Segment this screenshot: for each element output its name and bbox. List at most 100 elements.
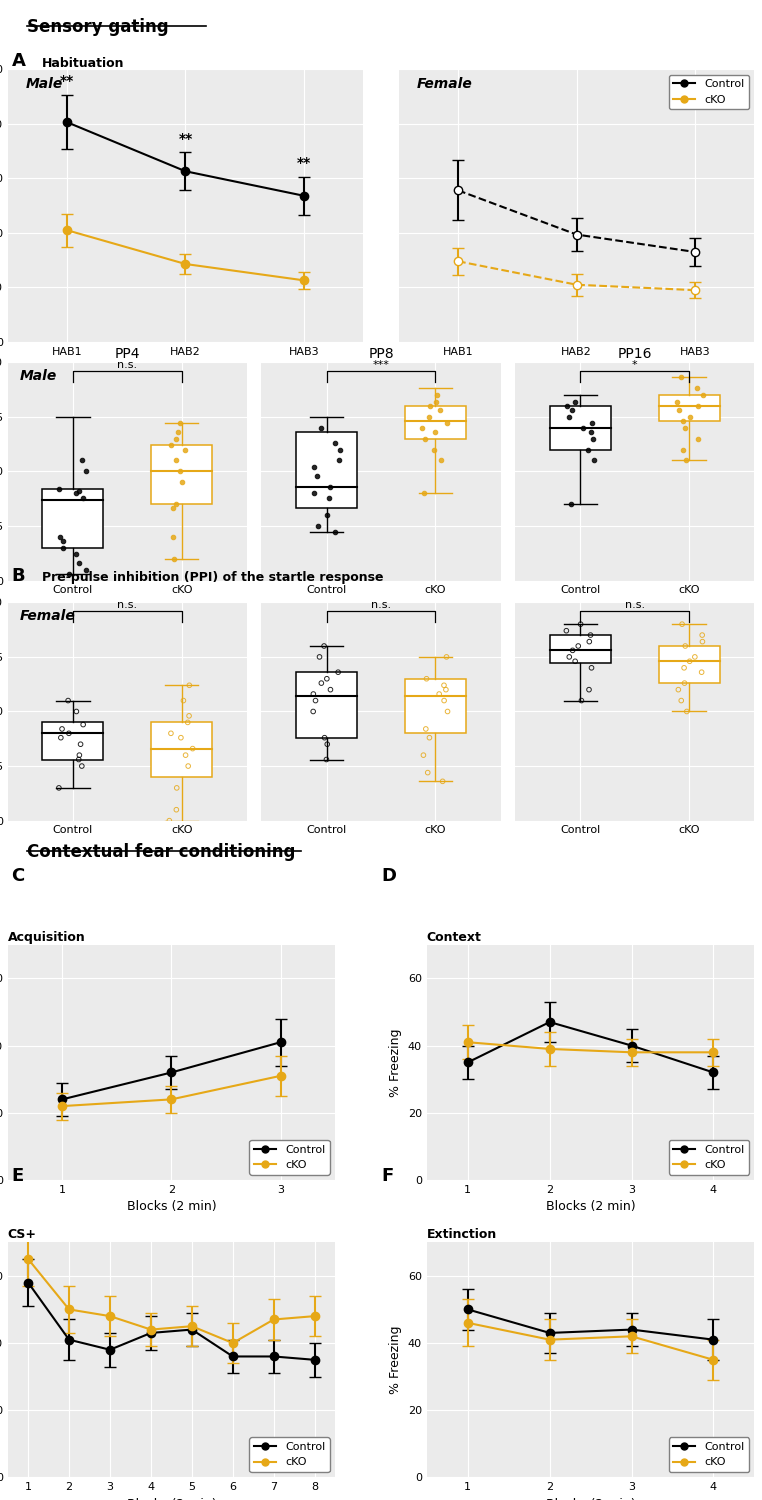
Point: [565, 398, 578, 422]
Point: [582, 438, 594, 462]
Point: [565, 492, 578, 516]
X-axis label: Blocks (2 min): Blocks (2 min): [126, 1200, 216, 1214]
Point: [170, 492, 182, 516]
Point: [315, 416, 327, 440]
Point: [55, 726, 67, 750]
Text: Male: Male: [20, 369, 57, 382]
Point: [418, 742, 430, 766]
Point: [680, 448, 692, 472]
X-axis label: Blocks (2 min): Blocks (2 min): [126, 1498, 216, 1500]
Point: [673, 398, 685, 422]
Text: *: *: [632, 360, 638, 370]
Text: C: C: [11, 867, 24, 885]
Point: [674, 366, 687, 390]
Bar: [43, 723, 104, 759]
Point: [324, 474, 336, 498]
Point: [187, 736, 199, 760]
Point: [584, 622, 597, 646]
Legend: Control, cKO: Control, cKO: [668, 1437, 749, 1472]
Point: [182, 754, 194, 778]
Point: [422, 405, 434, 429]
Point: [421, 760, 434, 784]
Point: [167, 496, 179, 520]
Legend: Control, cKO: Control, cKO: [249, 1140, 330, 1174]
Point: [575, 688, 588, 712]
Point: [440, 678, 452, 702]
Point: [174, 726, 187, 750]
Point: [80, 459, 92, 483]
Point: [692, 394, 704, 418]
Point: [583, 630, 595, 654]
Point: [562, 405, 575, 429]
Text: Contextual fear conditioning: Contextual fear conditioning: [27, 843, 295, 861]
Point: [333, 448, 345, 472]
Point: [57, 536, 69, 560]
Legend: Control, cKO: Control, cKO: [668, 1140, 749, 1174]
Text: A: A: [11, 53, 25, 70]
Point: [320, 747, 332, 771]
Point: [170, 798, 182, 822]
Point: [440, 645, 453, 669]
Point: [321, 732, 333, 756]
Point: [315, 670, 328, 694]
Point: [62, 722, 75, 746]
Bar: [658, 646, 719, 682]
Text: Pre-pulse inhibition (PPI) of the startle response: Pre-pulse inhibition (PPI) of the startl…: [42, 572, 383, 585]
Point: [433, 682, 445, 706]
Point: [62, 688, 74, 712]
Point: [434, 448, 447, 472]
Point: [180, 742, 192, 766]
Y-axis label: % Freezing: % Freezing: [389, 1326, 402, 1394]
Point: [75, 732, 87, 756]
Point: [183, 674, 195, 698]
Text: B: B: [11, 567, 25, 585]
Point: [421, 666, 433, 690]
Point: [174, 411, 187, 435]
Point: [181, 711, 194, 735]
Text: F: F: [381, 1167, 393, 1185]
Point: [563, 645, 575, 669]
Text: n.s.: n.s.: [371, 600, 391, 610]
Point: [569, 650, 581, 674]
Text: **: **: [178, 132, 193, 146]
Point: [170, 426, 182, 450]
Point: [569, 390, 581, 414]
Point: [583, 678, 595, 702]
Point: [307, 699, 319, 723]
Point: [566, 639, 578, 663]
Point: [311, 464, 323, 488]
Point: [696, 382, 709, 406]
Point: [309, 688, 322, 712]
Text: Context: Context: [427, 930, 482, 944]
Point: [332, 660, 344, 684]
Bar: [405, 678, 466, 734]
Point: [441, 699, 453, 723]
Point: [684, 405, 696, 429]
Point: [77, 486, 89, 510]
Point: [312, 514, 324, 538]
Bar: [658, 394, 719, 422]
Point: [69, 482, 82, 506]
Point: [179, 438, 191, 462]
Text: E: E: [11, 1167, 24, 1185]
Point: [163, 808, 175, 832]
Title: PP4: PP4: [114, 346, 140, 362]
Text: Extinction: Extinction: [427, 1228, 497, 1240]
Point: [572, 634, 584, 658]
Text: Female: Female: [20, 609, 75, 622]
Point: [676, 612, 688, 636]
Point: [689, 645, 701, 669]
Point: [70, 699, 82, 723]
Point: [427, 438, 440, 462]
Point: [424, 394, 436, 418]
Point: [424, 726, 436, 750]
Point: [434, 398, 446, 422]
Point: [165, 722, 177, 746]
Bar: [296, 432, 357, 508]
Point: [183, 704, 195, 728]
Point: [585, 656, 597, 680]
Point: [168, 546, 180, 570]
Point: [418, 482, 430, 506]
Text: D: D: [381, 867, 396, 885]
Point: [441, 411, 453, 435]
